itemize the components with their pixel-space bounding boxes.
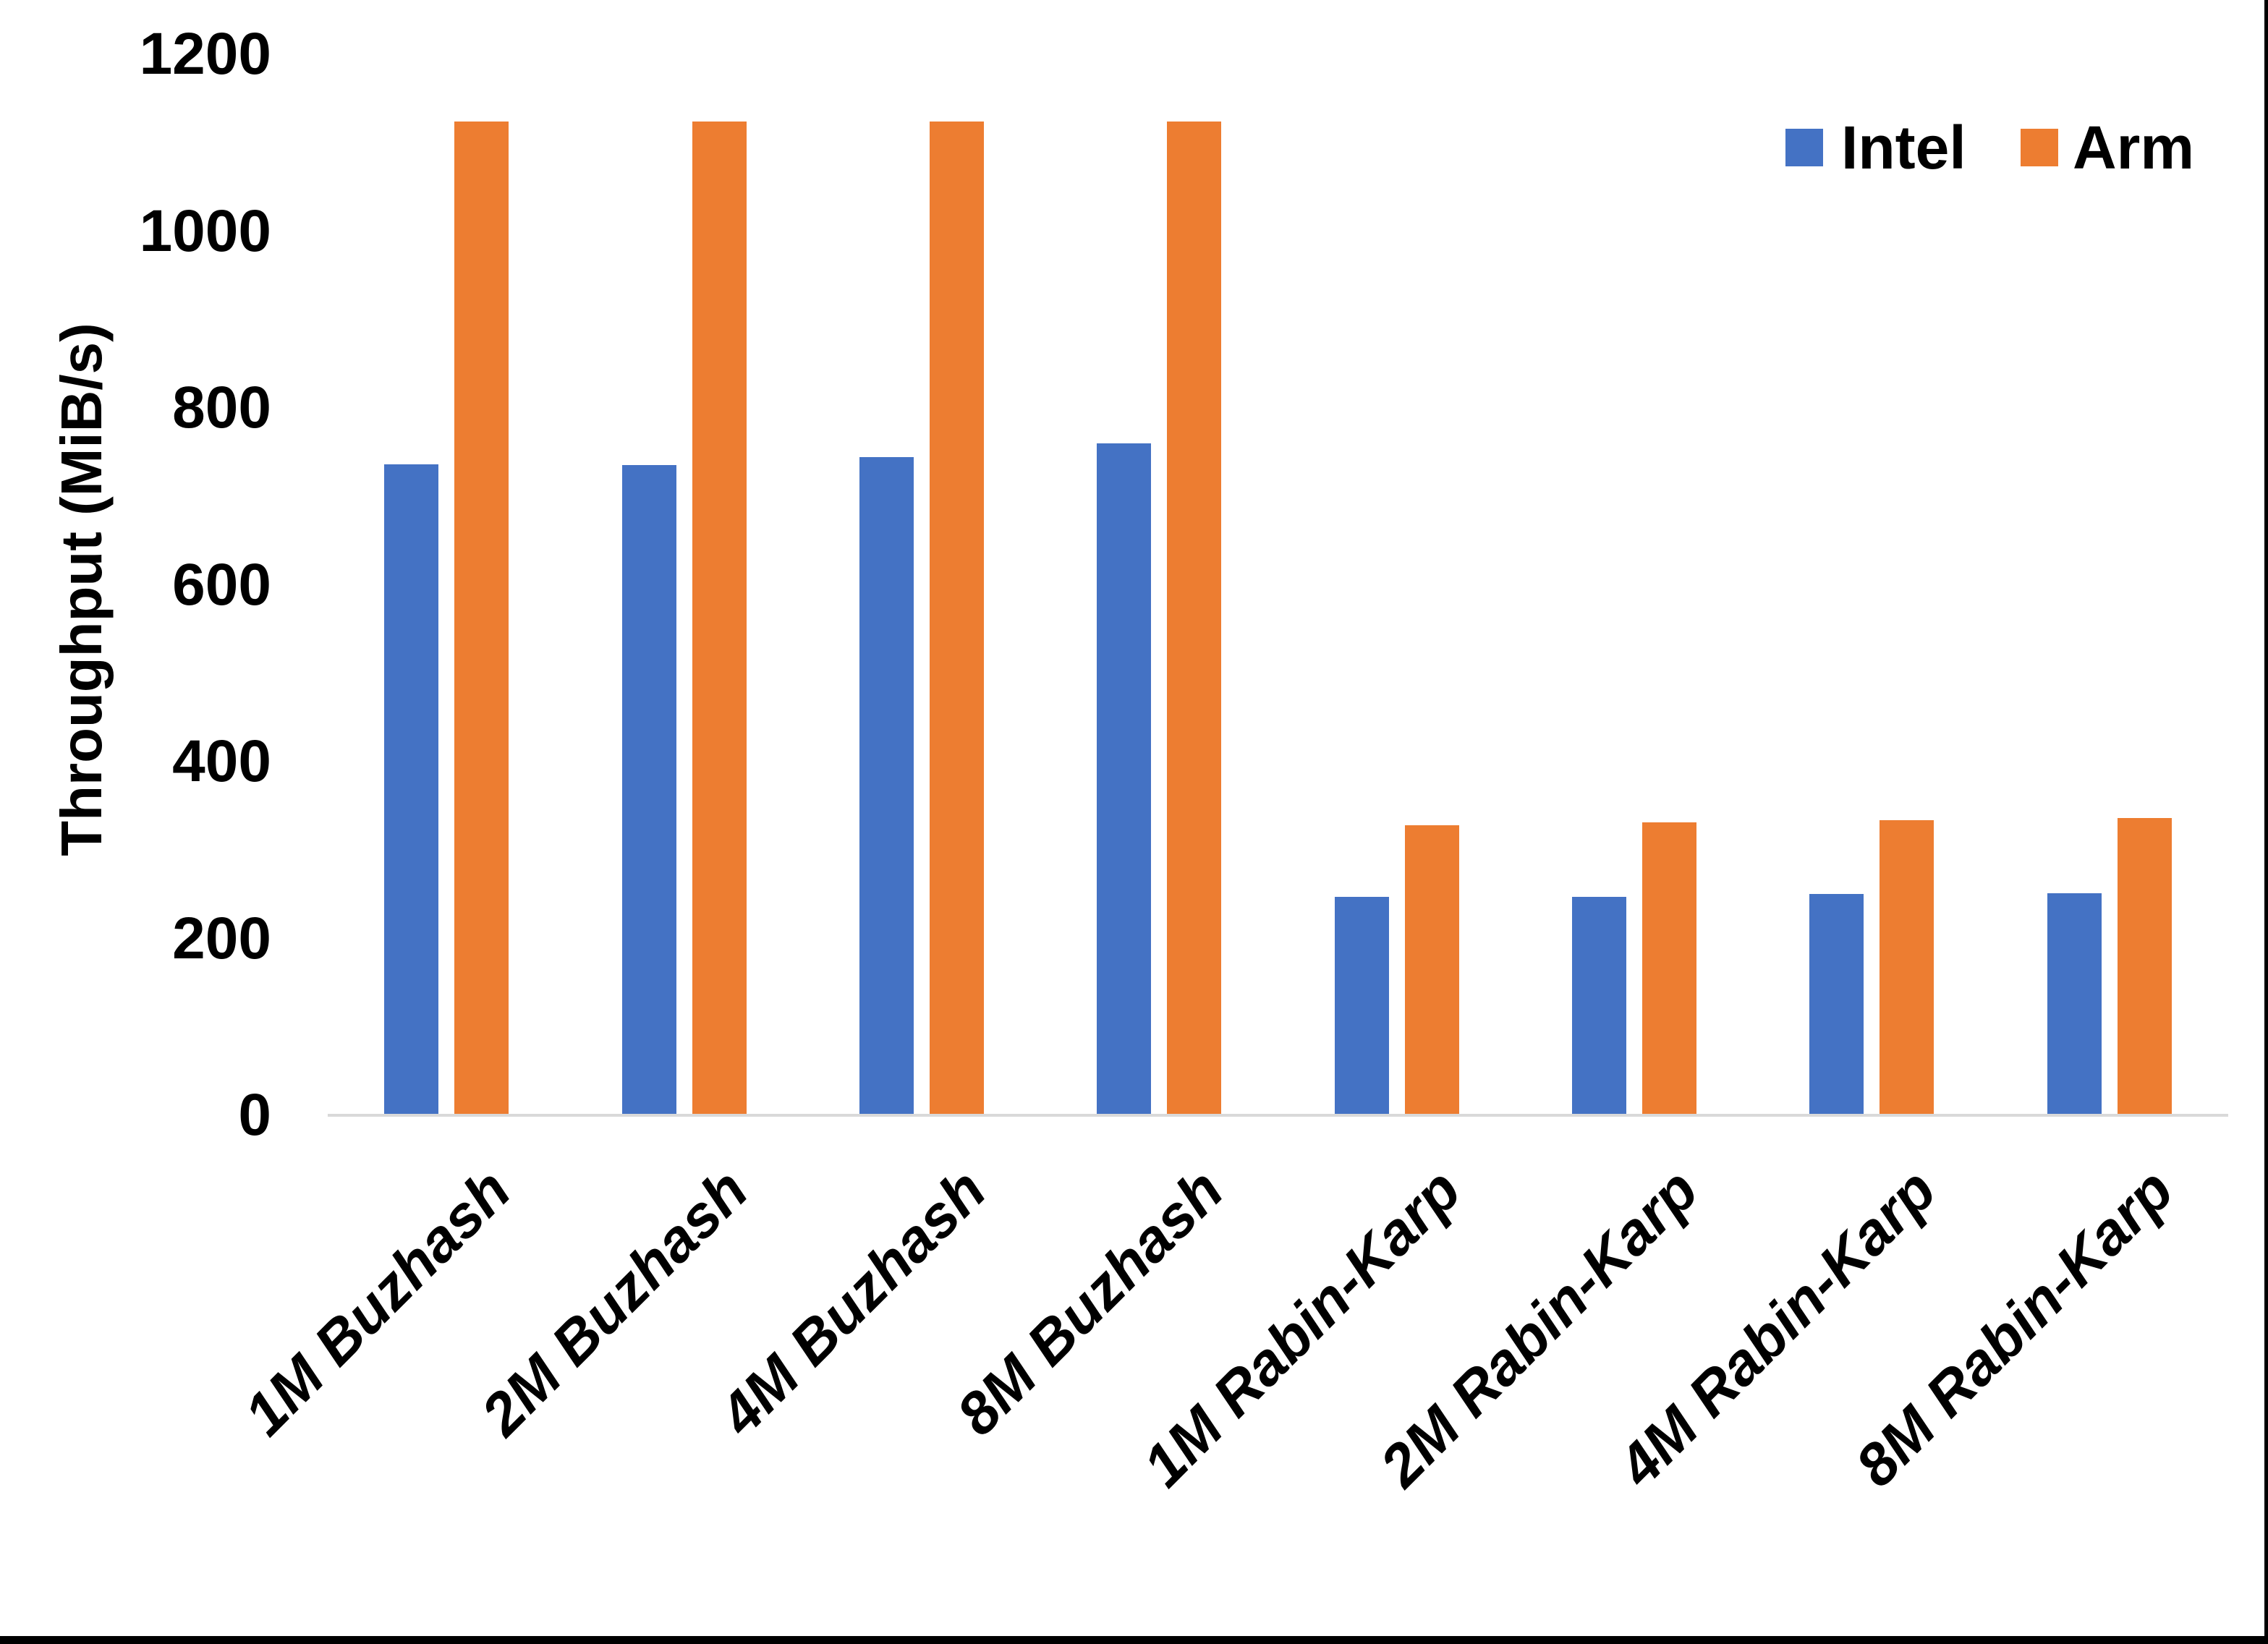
- legend-swatch-arm: [2021, 129, 2058, 166]
- bar-arm-2m-buzhash: [692, 121, 747, 1115]
- legend-swatch-intel: [1785, 129, 1823, 166]
- bar-intel-2m-buzhash: [621, 465, 676, 1115]
- legend-label-arm: Arm: [2073, 114, 2195, 182]
- y-tick-label: 400: [172, 728, 271, 794]
- y-tick-label: 1000: [139, 197, 271, 264]
- bar-arm-1m-buzhash: [454, 121, 509, 1115]
- bar-intel-1m-rabin-karp: [1334, 897, 1389, 1115]
- bar-arm-1m-rabin-karp: [1404, 825, 1459, 1115]
- bar-intel-4m-buzhash: [859, 457, 914, 1115]
- bar-arm-2m-rabin-karp: [1642, 822, 1697, 1115]
- legend-label-intel: Intel: [1841, 114, 1966, 182]
- y-tick-label: 800: [172, 375, 271, 440]
- bar-intel-8m-buzhash: [1097, 443, 1152, 1115]
- y-tick-label: 600: [172, 551, 271, 618]
- bar-intel-1m-buzhash: [384, 464, 439, 1115]
- window-bottom-border: [0, 1636, 2268, 1644]
- bar-arm-8m-rabin-karp: [2117, 818, 2172, 1115]
- bar-intel-2m-rabin-karp: [1572, 897, 1627, 1115]
- y-tick-label: 1200: [139, 21, 271, 87]
- bar-intel-8m-rabin-karp: [2047, 893, 2102, 1115]
- bar-arm-8m-buzhash: [1167, 121, 1222, 1115]
- bar-arm-4m-rabin-karp: [1880, 819, 1934, 1115]
- y-tick-label: 0: [238, 1082, 271, 1148]
- bar-arm-4m-buzhash: [929, 121, 984, 1115]
- y-tick-label: 200: [172, 905, 271, 971]
- bar-intel-4m-rabin-karp: [1809, 894, 1864, 1115]
- x-axis-line: [328, 1114, 2228, 1117]
- window-right-border: [2264, 0, 2268, 1644]
